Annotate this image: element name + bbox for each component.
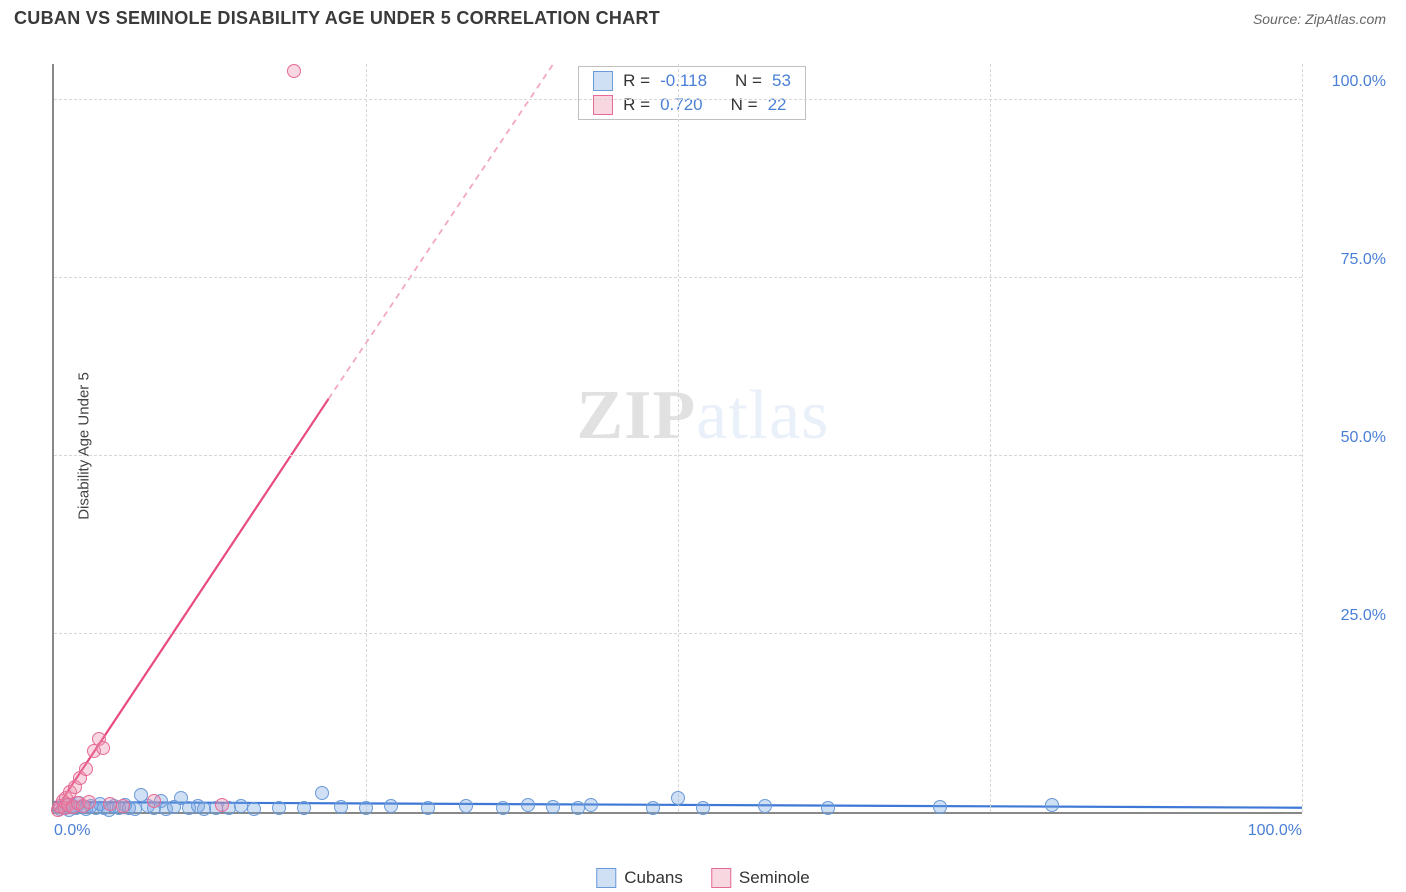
gridline-v (366, 64, 367, 812)
legend-swatch (596, 868, 616, 888)
data-point (496, 801, 510, 815)
stats-row: R = -0.118 N = 53 (579, 69, 805, 93)
stats-n-label: N = (735, 71, 762, 91)
data-point (359, 801, 373, 815)
legend-swatch (711, 868, 731, 888)
watermark-atlas: atlas (696, 377, 829, 454)
data-point (584, 798, 598, 812)
data-point (1045, 798, 1059, 812)
data-point (315, 786, 329, 800)
gridline-v (990, 64, 991, 812)
stats-r-label: R = (623, 71, 650, 91)
data-point (459, 799, 473, 813)
stats-swatch (593, 71, 613, 91)
chart-header: CUBAN VS SEMINOLE DISABILITY AGE UNDER 5… (0, 0, 1406, 37)
stats-row: R =0.720N =22 (579, 93, 805, 117)
legend-item: Cubans (596, 868, 683, 888)
data-point (82, 795, 96, 809)
data-point (671, 791, 685, 805)
source-label: Source: (1253, 11, 1301, 27)
data-point (215, 798, 229, 812)
y-tick-label: 100.0% (1332, 73, 1386, 91)
stats-legend-box: R = -0.118 N = 53R =0.720N =22 (578, 66, 806, 120)
data-point (521, 798, 535, 812)
data-point (421, 801, 435, 815)
legend-label: Seminole (739, 868, 810, 888)
data-point (821, 801, 835, 815)
y-tick-label: 75.0% (1341, 251, 1386, 269)
y-tick-label: 25.0% (1341, 607, 1386, 625)
legend-item: Seminole (711, 868, 810, 888)
series-legend: Cubans Seminole (596, 868, 809, 888)
chart-title: CUBAN VS SEMINOLE DISABILITY AGE UNDER 5… (14, 8, 660, 29)
x-tick-label: 100.0% (1248, 822, 1302, 840)
data-point (96, 741, 110, 755)
data-point (384, 799, 398, 813)
data-point (247, 802, 261, 816)
gridline-v (1302, 64, 1303, 812)
data-point (758, 799, 772, 813)
data-point (546, 800, 560, 814)
stats-n-value: 53 (772, 71, 791, 91)
data-point (297, 801, 311, 815)
data-point (646, 801, 660, 815)
data-point (116, 799, 130, 813)
chart-area: Disability Age Under 5 ZIPatlas R =-0.11… (14, 44, 1392, 848)
gridline-v (678, 64, 679, 812)
watermark: ZIPatlas (576, 376, 829, 456)
y-tick-label: 50.0% (1341, 429, 1386, 447)
stats-r-value: -0.118 (660, 71, 707, 91)
chart-source: Source: ZipAtlas.com (1253, 11, 1386, 27)
data-point (334, 800, 348, 814)
data-point (272, 801, 286, 815)
data-point (147, 794, 161, 808)
legend-label: Cubans (624, 868, 683, 888)
data-point (287, 64, 301, 78)
x-tick-label: 0.0% (54, 822, 90, 840)
data-point (933, 800, 947, 814)
data-point (79, 762, 93, 776)
data-point (696, 801, 710, 815)
source-value: ZipAtlas.com (1305, 11, 1386, 27)
plot-region: ZIPatlas R =-0.118N =53R =0.720N =22 25.… (52, 64, 1302, 814)
